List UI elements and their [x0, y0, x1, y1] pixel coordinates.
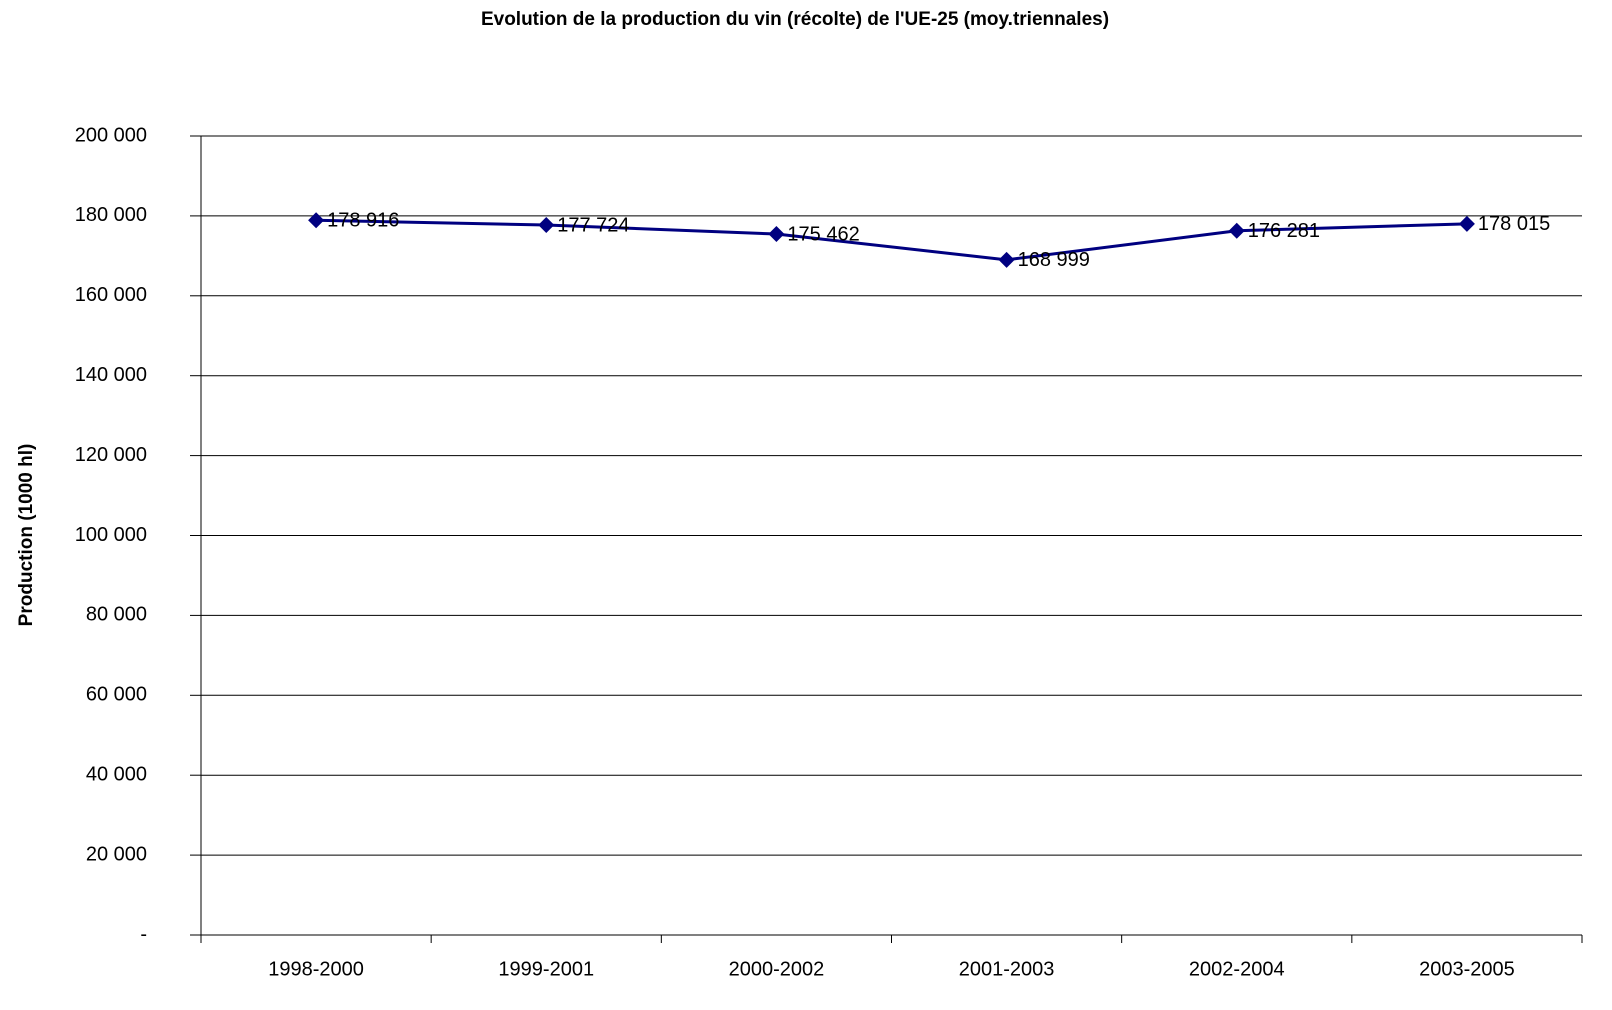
- x-tick-label: 2000-2002: [729, 958, 825, 980]
- x-tick-label: 1998-2000: [268, 958, 364, 980]
- y-tick-label: 160 000: [75, 284, 147, 306]
- y-tick-label: 100 000: [75, 524, 147, 546]
- marker: [998, 251, 1015, 268]
- data-label: 168 999: [1018, 249, 1090, 271]
- y-tick-label: 200 000: [75, 124, 147, 146]
- chart-title: Evolution de la production du vin (récol…: [481, 9, 1109, 30]
- y-tick-label: -: [140, 923, 147, 945]
- data-label: 177 724: [557, 214, 629, 236]
- marker: [1458, 215, 1475, 232]
- line: [316, 218, 1467, 262]
- y-tick-label: 80 000: [86, 604, 147, 626]
- marker: [768, 226, 785, 243]
- marker: [308, 212, 325, 229]
- marker: [1228, 222, 1245, 239]
- x-tick-label: 2003-2005: [1419, 958, 1515, 980]
- y-tick-label: 180 000: [75, 204, 147, 226]
- data-label: 176 281: [1248, 220, 1320, 242]
- x-tick-label: 2002-2004: [1189, 958, 1285, 980]
- y-tick-label: 20 000: [86, 843, 147, 865]
- y-tick-label: 140 000: [75, 364, 147, 386]
- data-label: 178 015: [1478, 213, 1550, 235]
- y-tick-label: 40 000: [86, 763, 147, 785]
- y-tick-label: 60 000: [86, 684, 147, 706]
- y-axis-label: Production (1000 hl): [16, 444, 37, 627]
- marker: [538, 216, 555, 233]
- x-tick-label: 2001-2003: [959, 958, 1055, 980]
- data-label: 175 462: [787, 223, 859, 245]
- x-tick-label: 1999-2001: [498, 958, 594, 980]
- y-tick-label: 120 000: [75, 444, 147, 466]
- data-label: 178 916: [327, 210, 399, 232]
